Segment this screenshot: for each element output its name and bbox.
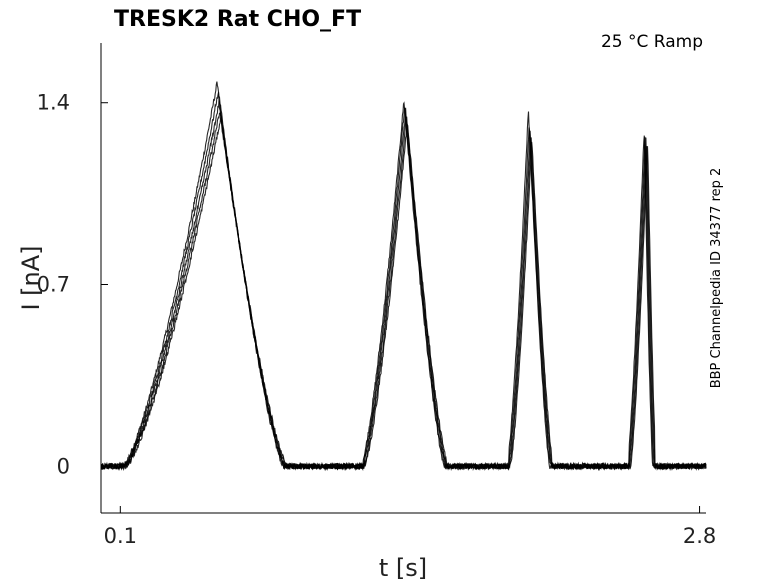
current-trace-1 [100, 81, 707, 471]
trace-group [100, 81, 707, 472]
x-tick-label: 0.1 [104, 524, 137, 548]
condition-label: 25 °C Ramp [601, 32, 703, 52]
x-axis-label: t [s] [379, 554, 427, 582]
tick-group: 0 0.7 1.4 0.1 2.8 [37, 91, 717, 548]
y-axis-label: I [nA] [17, 245, 45, 310]
x-tick-label: 2.8 [683, 524, 716, 548]
axes [100, 43, 706, 514]
channelpedia-id-label: BBP Channelpedia ID 34377 rep 2 [709, 168, 724, 389]
current-trace-5 [100, 116, 707, 472]
chart-title: TRESK2 Rat CHO_FT [114, 7, 361, 32]
y-tick-label: 0.7 [37, 272, 70, 296]
current-trace-4 [100, 112, 707, 472]
y-tick-label: 1.4 [37, 91, 70, 115]
y-tick-label: 0 [57, 454, 70, 478]
